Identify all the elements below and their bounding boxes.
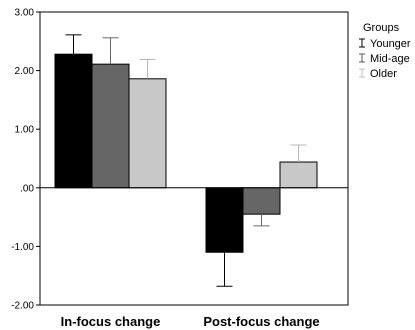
bar-older-0 bbox=[128, 78, 167, 189]
bar-mid-age-0 bbox=[91, 63, 130, 189]
bars-group bbox=[54, 34, 318, 287]
bar-younger-0 bbox=[54, 53, 93, 189]
y-tick-label: -2.00 bbox=[11, 301, 34, 312]
bar-mid-age-1 bbox=[242, 187, 281, 215]
legend-label-mid-age: Mid-age bbox=[370, 53, 410, 65]
y-tick-label: .00 bbox=[20, 183, 34, 194]
y-tick-label: -1.00 bbox=[11, 242, 34, 253]
x-category-label: In-focus change bbox=[61, 314, 161, 329]
x-axis-labels: In-focus change Post-focus change bbox=[61, 314, 320, 329]
y-tick-label: 3.00 bbox=[15, 8, 35, 19]
bar-younger-1 bbox=[205, 187, 244, 253]
bar-older-1 bbox=[279, 161, 318, 189]
plot-frame bbox=[39, 11, 349, 306]
legend-label-older: Older bbox=[370, 68, 397, 80]
y-tick-label: 1.00 bbox=[15, 125, 35, 136]
legend-label-younger: Younger bbox=[370, 38, 411, 50]
legend-title: Groups bbox=[363, 22, 400, 34]
y-axis: -2.00 -1.00 .00 1.00 2.00 3.00 bbox=[11, 8, 40, 312]
x-category-label: Post-focus change bbox=[203, 314, 319, 329]
plot-area bbox=[39, 11, 349, 306]
legend: Groups Younger Mid-age Older bbox=[359, 22, 411, 80]
y-tick-label: 2.00 bbox=[15, 66, 35, 77]
